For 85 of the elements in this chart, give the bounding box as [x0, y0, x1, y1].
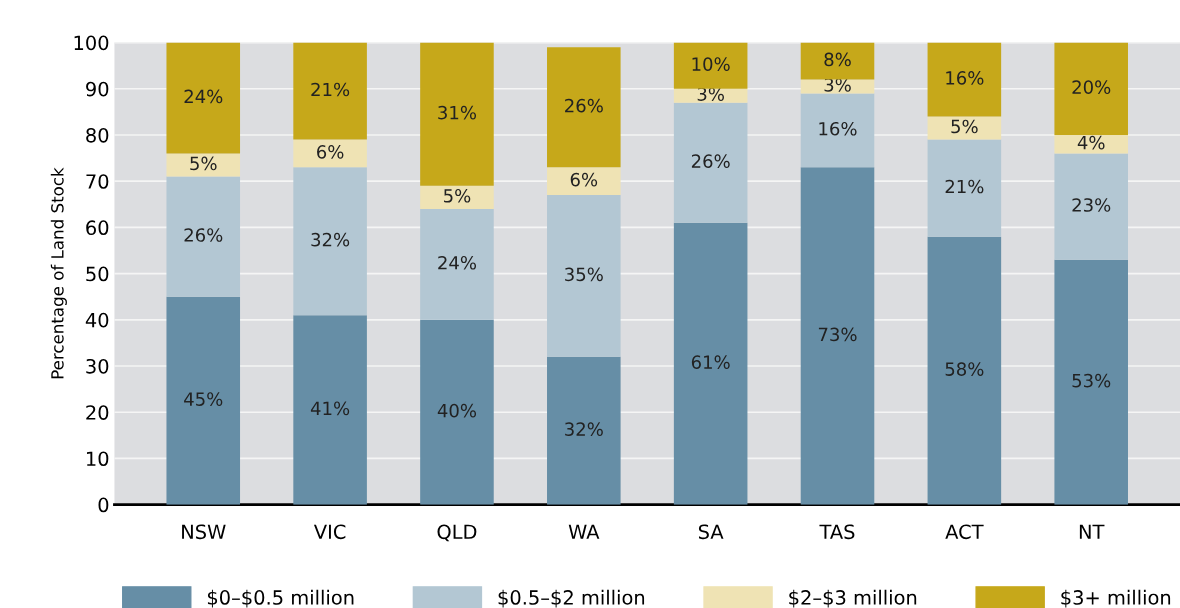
x-tick-label: TAS: [819, 524, 855, 540]
x-tick-label: QLD: [437, 524, 477, 542]
bar: [420, 319, 494, 505]
bar: [293, 167, 367, 316]
bar: [927, 116, 1002, 140]
x-tick-label: VIC: [313, 524, 346, 540]
bar: [673, 102, 748, 223]
bar: [673, 222, 748, 505]
data-label: 23%: [1072, 198, 1111, 212]
data-label: 4%: [1077, 135, 1105, 150]
legend-label: $0–$0.5 million: [207, 589, 354, 608]
y-tick-label: 90: [86, 81, 109, 97]
data-label: 8%: [824, 52, 851, 67]
bar: [547, 47, 621, 168]
y-tick-label: 30: [86, 358, 109, 374]
y-tick-label: 50: [86, 266, 109, 282]
data-label: 16%: [946, 71, 984, 85]
data-label: 10%: [692, 57, 730, 71]
bar: [420, 42, 494, 186]
data-label: 35%: [565, 267, 603, 282]
data-label: 5%: [190, 156, 217, 171]
y-tick-label: 40: [85, 312, 109, 328]
bar: [1054, 42, 1128, 135]
x-tick-label: WA: [568, 524, 600, 539]
y-tick-label: 60: [86, 220, 109, 236]
y-tick-label: 80: [86, 127, 109, 143]
data-label: 5%: [951, 119, 978, 134]
x-tick-label: NSW: [182, 524, 226, 540]
legend-label: $3+ million: [1061, 589, 1171, 608]
y-tick-label: 70: [86, 174, 109, 189]
bar: [166, 153, 241, 177]
data-label: 40%: [437, 403, 477, 418]
bar: [420, 185, 494, 209]
bar: [293, 42, 367, 140]
data-label: 45%: [184, 392, 223, 406]
data-label: 16%: [819, 121, 857, 136]
data-label: 26%: [565, 98, 603, 113]
bar: [673, 42, 748, 89]
bar: [1054, 134, 1128, 154]
data-label: 73%: [818, 327, 857, 342]
x-tick-label: NT: [1079, 524, 1105, 539]
data-label: 32%: [311, 232, 350, 247]
bar: [673, 88, 748, 103]
data-label: 5%: [444, 188, 471, 203]
bar: [1054, 259, 1128, 505]
legend-label: $0.5–$2 million: [498, 589, 645, 608]
bar: [800, 42, 875, 80]
bar: [166, 176, 241, 297]
bar: [293, 139, 367, 168]
bar: [547, 356, 621, 505]
legend-label: $2–$3 million: [789, 589, 917, 608]
bar: [547, 167, 621, 196]
bar: [927, 42, 1002, 117]
bar: [166, 42, 241, 154]
bar: [800, 167, 875, 505]
y-tick-label: 20: [86, 405, 109, 420]
bar: [166, 296, 241, 505]
data-label: 21%: [311, 82, 350, 97]
bar: [1054, 153, 1128, 260]
data-label: 53%: [1072, 373, 1111, 388]
data-label: 21%: [945, 179, 984, 194]
data-label: 58%: [945, 362, 984, 376]
y-tick-label: 0: [98, 497, 109, 513]
data-label: 20%: [1072, 80, 1111, 95]
bar: [927, 236, 1002, 505]
data-label: 24%: [438, 255, 477, 270]
y-tick-label: 100: [74, 35, 109, 51]
y-tick-label: 10: [86, 451, 109, 467]
data-label: 26%: [691, 154, 730, 168]
bar: [927, 139, 1002, 237]
bar: [547, 195, 621, 357]
y-axis-title: Percentage of Land Stock: [50, 167, 67, 379]
bar: [420, 208, 494, 320]
bar: [293, 315, 367, 505]
data-label: 41%: [310, 401, 350, 416]
x-tick-label: SA: [698, 524, 724, 540]
data-label: 26%: [184, 228, 223, 242]
data-label: 6%: [317, 145, 344, 159]
data-label: 61%: [691, 355, 730, 369]
data-label: 24%: [184, 89, 223, 104]
bar: [800, 93, 875, 168]
x-tick-label: ACT: [945, 524, 984, 540]
data-label: 32%: [565, 422, 603, 436]
data-label: 31%: [438, 105, 477, 120]
data-label: 6%: [570, 172, 598, 187]
